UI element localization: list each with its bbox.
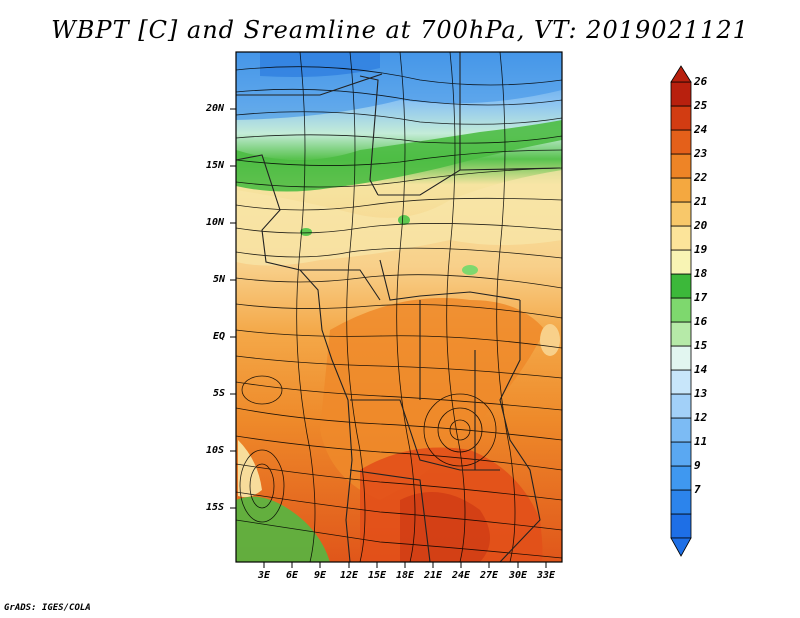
colorbar-label: 13 — [694, 387, 708, 400]
coastlines — [236, 52, 561, 562]
colorbar-segment — [670, 513, 692, 539]
colorbar-segment — [670, 81, 692, 107]
lon-label-24e: 24E — [451, 570, 471, 581]
lat-label-10s: 10S — [206, 445, 225, 456]
colorbar-segment — [670, 297, 692, 323]
lat-label-20n: 20N — [206, 103, 225, 114]
grads-credit: GrADS: IGES/COLA — [4, 603, 91, 613]
colorbar-label: 11 — [694, 435, 708, 448]
lat-label-5n: 5N — [213, 274, 226, 285]
lon-tick-marks — [263, 562, 547, 568]
colorbar-label: 23 — [694, 147, 708, 160]
lat-label-5s: 5S — [213, 388, 226, 399]
lon-label-30e: 30E — [508, 570, 528, 581]
lat-label-15s: 15S — [206, 502, 225, 513]
colorbar-segment — [670, 225, 692, 251]
colorbar-segment — [670, 201, 692, 227]
colorbar-label: 12 — [694, 411, 708, 424]
colorbar — [670, 65, 692, 557]
colorbar-label: 26 — [694, 75, 708, 88]
colorbar-segment — [670, 321, 692, 347]
lon-label-15e: 15E — [367, 570, 387, 581]
wbpt-field — [236, 52, 562, 562]
colorbar-segment — [670, 393, 692, 419]
colorbar-segment — [670, 129, 692, 155]
colorbar-label: 17 — [694, 291, 708, 304]
colorbar-label: 22 — [694, 171, 708, 184]
colorbar-segment — [670, 465, 692, 491]
lon-label-3e: 3E — [257, 570, 271, 581]
colorbar-segment — [670, 177, 692, 203]
colorbar-label: 15 — [694, 339, 708, 352]
colorbar-label: 19 — [694, 243, 708, 256]
colorbar-segment — [670, 417, 692, 443]
lon-label-12e: 12E — [339, 570, 359, 581]
colorbar-segment — [670, 345, 692, 371]
colorbar-label: 20 — [694, 219, 708, 232]
colorbar-segment — [670, 369, 692, 395]
colorbar-label: 25 — [694, 99, 708, 112]
colorbar-segment — [670, 489, 692, 515]
plot-frame — [235, 51, 563, 563]
colorbar-segment — [670, 249, 692, 275]
colorbar-segment — [670, 105, 692, 131]
colorbar-label: 18 — [694, 267, 708, 280]
lat-label-10n: 10N — [206, 217, 225, 228]
lon-label-21e: 21E — [423, 570, 443, 581]
colorbar-label: 21 — [694, 195, 708, 208]
lat-label-eq: EQ — [213, 331, 226, 342]
colorbar-label: 14 — [694, 363, 708, 376]
lon-label-33e: 33E — [536, 570, 556, 581]
colorbar-label: 24 — [694, 123, 708, 136]
lon-label-6e: 6E — [285, 570, 299, 581]
lon-label-27e: 27E — [479, 570, 499, 581]
colorbar-label: 7 — [694, 483, 701, 496]
lat-label-15n: 15N — [206, 160, 225, 171]
lon-label-9e: 9E — [313, 570, 327, 581]
map-title: WBPT [C] and Sreamline at 700hPa, VT: 20… — [51, 16, 749, 44]
colorbar-label: 9 — [694, 459, 701, 472]
colorbar-segment — [670, 273, 692, 299]
lon-label-18e: 18E — [395, 570, 415, 581]
colorbar-segment — [670, 441, 692, 467]
lat-tick-marks — [230, 108, 236, 509]
colorbar-segment — [670, 153, 692, 179]
colorbar-label: 16 — [694, 315, 708, 328]
